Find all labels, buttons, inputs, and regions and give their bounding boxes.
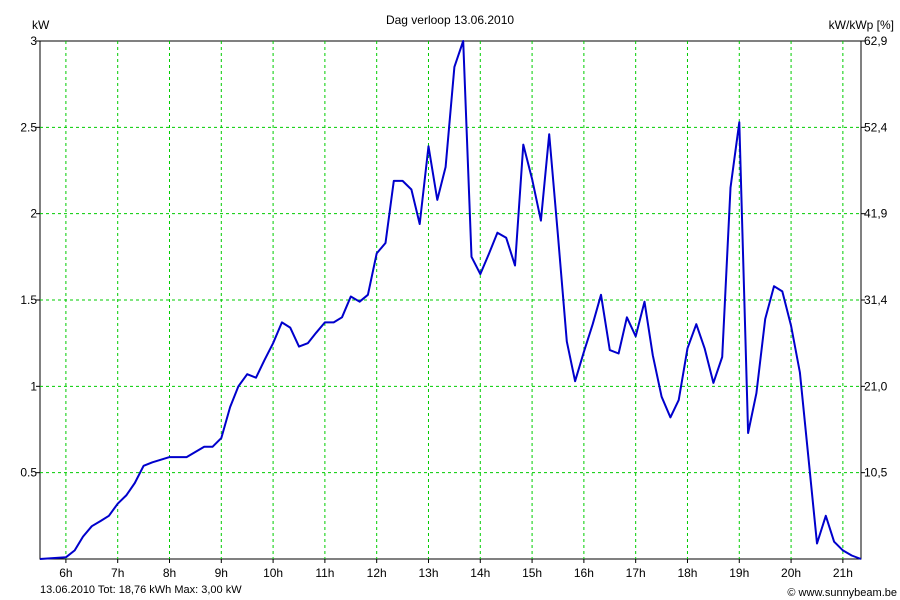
x-tick-label: 8h (163, 566, 176, 580)
y-right-tick-label: 41,9 (864, 207, 888, 221)
y-right-tick-label: 62,9 (864, 34, 888, 48)
chart-title: Dag verloop 13.06.2010 (386, 13, 514, 27)
x-tick-label: 10h (263, 566, 283, 580)
x-tick-label: 16h (574, 566, 594, 580)
axis-ticks: 0.5 10,5 1 21,0 1.5 31,4 2 41,9 2.5 52,4 3 62,9 6h 7h… (20, 34, 887, 580)
y-right-tick-label: 31,4 (864, 293, 888, 307)
x-tick-label: 7h (111, 566, 124, 580)
y-left-unit: kW (32, 18, 50, 32)
x-tick-label: 18h (677, 566, 697, 580)
grid (40, 41, 861, 559)
x-tick-label: 12h (367, 566, 387, 580)
x-tick-label: 15h (522, 566, 542, 580)
x-tick-label: 6h (59, 566, 72, 580)
series (39, 40, 862, 560)
x-tick-label: 11h (315, 566, 334, 580)
y-left-tick-label: 2.5 (20, 120, 37, 134)
series-line (39, 40, 862, 560)
y-right-tick-label: 21,0 (864, 379, 888, 393)
footer-credit: © www.sunnybeam.be (787, 587, 897, 599)
y-left-tick-label: 3 (30, 34, 37, 48)
y-left-tick-label: 1 (30, 379, 37, 393)
x-tick-label: 17h (626, 566, 646, 580)
x-tick-label: 21h (833, 566, 853, 580)
x-tick-label: 9h (215, 566, 228, 580)
y-left-tick-label: 0.5 (20, 466, 37, 480)
y-left-tick-label: 1.5 (20, 293, 37, 307)
footer-summary: 13.06.2010 Tot: 18,76 kWh Max: 3,00 kW (40, 584, 242, 596)
y-right-tick-label: 52,4 (864, 120, 888, 134)
y-right-tick-label: 10,5 (864, 466, 888, 480)
x-tick-label: 19h (729, 566, 749, 580)
x-tick-label: 14h (470, 566, 490, 580)
x-tick-label: 13h (418, 566, 438, 580)
y-right-unit: kW/kWp [%] (829, 18, 894, 32)
y-left-tick-label: 2 (30, 207, 37, 221)
x-tick-label: 20h (781, 566, 801, 580)
